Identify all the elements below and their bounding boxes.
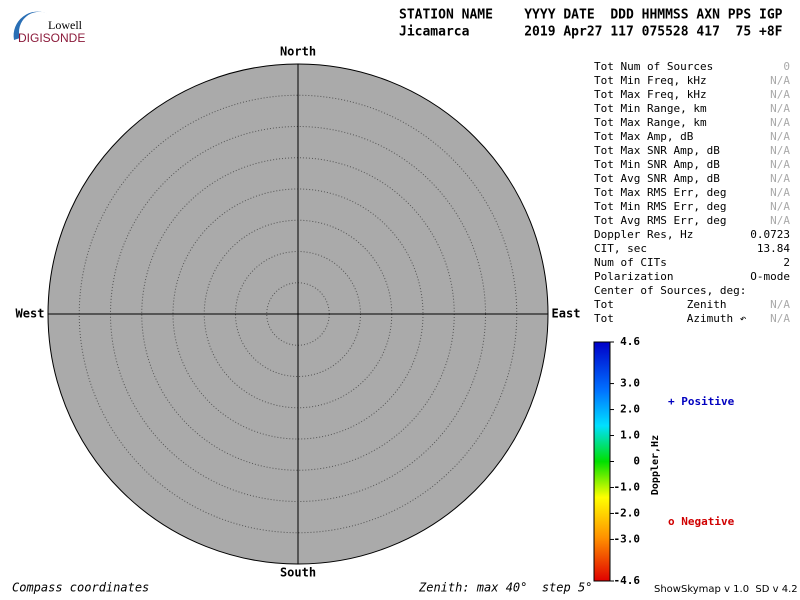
stat-label: Tot Num of Sources bbox=[594, 60, 713, 73]
header-labels: STATION NAME YYYY DATE DDD HHMMSS AXN PP… bbox=[399, 8, 783, 23]
stat-value: N/A bbox=[770, 102, 790, 115]
stat-label: Tot Min Range, km bbox=[594, 102, 707, 115]
stat-value: N/A bbox=[770, 130, 790, 143]
stat-label: CIT, sec bbox=[594, 242, 647, 255]
west-label: West bbox=[16, 307, 45, 321]
stat-value: 0 bbox=[783, 60, 790, 73]
colorbar-tick-label: 2.0 bbox=[620, 403, 640, 416]
stat-label: Center of Sources, deg: bbox=[594, 284, 746, 297]
colorbar-tick-label: -4.6 bbox=[614, 574, 641, 587]
stat-value: N/A bbox=[770, 144, 790, 157]
footer-right: ShowSkymap v 1.0 SD v 4.2 bbox=[654, 584, 798, 595]
east-label: East bbox=[552, 307, 581, 321]
legend-negative: o Negative bbox=[668, 515, 735, 528]
stat-label: Doppler Res, Hz bbox=[594, 228, 693, 241]
logo-bottom: DIGISONDE bbox=[18, 31, 85, 45]
north-label: North bbox=[280, 45, 316, 59]
stat-label: Tot Min RMS Err, deg bbox=[594, 200, 726, 213]
footer-center: Zenith: max 40° step 5° bbox=[418, 581, 592, 595]
stat-label: Tot Zenith bbox=[594, 298, 726, 311]
stat-value: N/A bbox=[770, 214, 790, 227]
stat-label: Tot Max Amp, dB bbox=[594, 130, 694, 143]
stat-label: Tot Max Range, km bbox=[594, 116, 707, 129]
stat-value: O-mode bbox=[750, 270, 790, 283]
colorbar-tick-label: 3.0 bbox=[620, 377, 640, 390]
stat-label: Tot Min SNR Amp, dB bbox=[594, 158, 720, 171]
stat-value: N/A bbox=[770, 312, 790, 325]
stat-value: N/A bbox=[770, 172, 790, 185]
stat-value: N/A bbox=[770, 116, 790, 129]
colorbar-tick-label: 4.6 bbox=[620, 335, 640, 348]
colorbar-tick-label: -3.0 bbox=[614, 532, 641, 545]
stat-value: 0.0723 bbox=[750, 228, 790, 241]
stat-label: Polarization bbox=[594, 270, 673, 283]
south-label: South bbox=[280, 566, 316, 580]
stat-value: N/A bbox=[770, 200, 790, 213]
colorbar bbox=[593, 341, 611, 582]
legend-positive: + Positive bbox=[668, 395, 735, 408]
stat-label: Tot Azimuth ↶ bbox=[594, 312, 747, 325]
colorbar-tick-label: -2.0 bbox=[614, 506, 641, 519]
logo-swoosh bbox=[13, 11, 48, 40]
stat-value: 2 bbox=[783, 256, 790, 269]
stat-label: Tot Max Freq, kHz bbox=[594, 88, 707, 101]
colorbar-tick-label: 0 bbox=[633, 455, 640, 468]
stat-value: N/A bbox=[770, 88, 790, 101]
stat-value: N/A bbox=[770, 158, 790, 171]
stat-value: 13.84 bbox=[757, 242, 790, 255]
header-values: Jicamarca 2019 Apr27 117 075528 417 75 +… bbox=[399, 25, 783, 40]
stat-label: Tot Avg SNR Amp, dB bbox=[594, 172, 720, 185]
stat-label: Tot Min Freq, kHz bbox=[594, 74, 707, 87]
stat-value: N/A bbox=[770, 186, 790, 199]
stat-label: Tot Max RMS Err, deg bbox=[594, 186, 726, 199]
stat-value: N/A bbox=[770, 298, 790, 311]
stat-label: Tot Max SNR Amp, dB bbox=[594, 144, 720, 157]
colorbar-tick-label: 1.0 bbox=[620, 429, 640, 442]
stat-label: Num of CITs bbox=[594, 256, 667, 269]
footer-left: Compass coordinates bbox=[12, 581, 149, 595]
stat-label: Tot Avg RMS Err, deg bbox=[594, 214, 726, 227]
colorbar-title: Doppler,Hz bbox=[650, 435, 661, 495]
colorbar-tick-label: -1.0 bbox=[614, 480, 641, 493]
stat-value: N/A bbox=[770, 74, 790, 87]
logo-top: Lowell bbox=[48, 18, 83, 32]
